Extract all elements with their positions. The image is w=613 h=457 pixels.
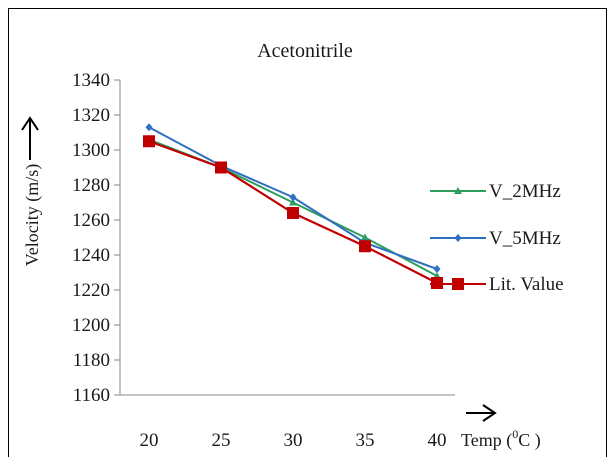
legend-item: Lit. Value [430, 274, 564, 295]
y-tick-label: 1220 [72, 280, 110, 301]
y-axis-arrow [21, 116, 39, 160]
data-point [289, 198, 297, 206]
legend-label: V_2MHz [489, 181, 561, 202]
legend-marker [452, 278, 464, 290]
legend-marker [454, 187, 462, 194]
y-tick-label: 1200 [72, 315, 110, 336]
series-lit-value [143, 135, 443, 289]
data-point [289, 193, 297, 202]
x-tick-label: 35 [356, 430, 375, 451]
y-tick-label: 1280 [72, 175, 110, 196]
data-point [433, 265, 441, 273]
data-point [287, 207, 299, 219]
legend: V_2MHz V_5MHz Lit. Value [430, 181, 564, 295]
y-axis-label: Velocity (m/s) [22, 164, 43, 266]
legend-item: V_5MHz [430, 228, 561, 249]
chart-frame [8, 8, 607, 457]
legend-label: Lit. Value [489, 274, 564, 295]
y-tick-label: 1240 [72, 245, 110, 266]
chart-title: Acetonitrile [257, 40, 353, 62]
y-axis: 1160 1180 1200 1220 1240 1260 1280 1300 1320 1340 [72, 70, 121, 406]
series-v-5mhz [145, 123, 441, 273]
x-axis-arrow [466, 404, 497, 422]
data-point [361, 233, 369, 241]
y-tick-label: 1340 [72, 70, 110, 91]
y-tick-label: 1260 [72, 210, 110, 231]
x-tick-label: 25 [212, 430, 231, 451]
legend-marker [454, 234, 462, 242]
x-tick-label: 20 [140, 430, 159, 451]
y-tick-label: 1320 [72, 105, 110, 126]
y-tick-label: 1180 [73, 350, 110, 371]
y-tick-label: 1160 [73, 385, 110, 406]
x-tick-label: 40 [428, 430, 447, 451]
legend-label: V_5MHz [489, 228, 561, 249]
series-group [143, 123, 443, 289]
data-point [143, 135, 155, 148]
x-axis-label: Temp (0C ) [461, 427, 541, 451]
x-axis: 20 25 30 35 40 [120, 394, 455, 451]
data-point [145, 123, 153, 132]
legend-item: V_2MHz [430, 181, 561, 202]
data-point [215, 161, 227, 174]
y-tick-label: 1300 [72, 140, 110, 161]
x-tick-label: 30 [284, 430, 303, 451]
data-point [359, 240, 371, 253]
